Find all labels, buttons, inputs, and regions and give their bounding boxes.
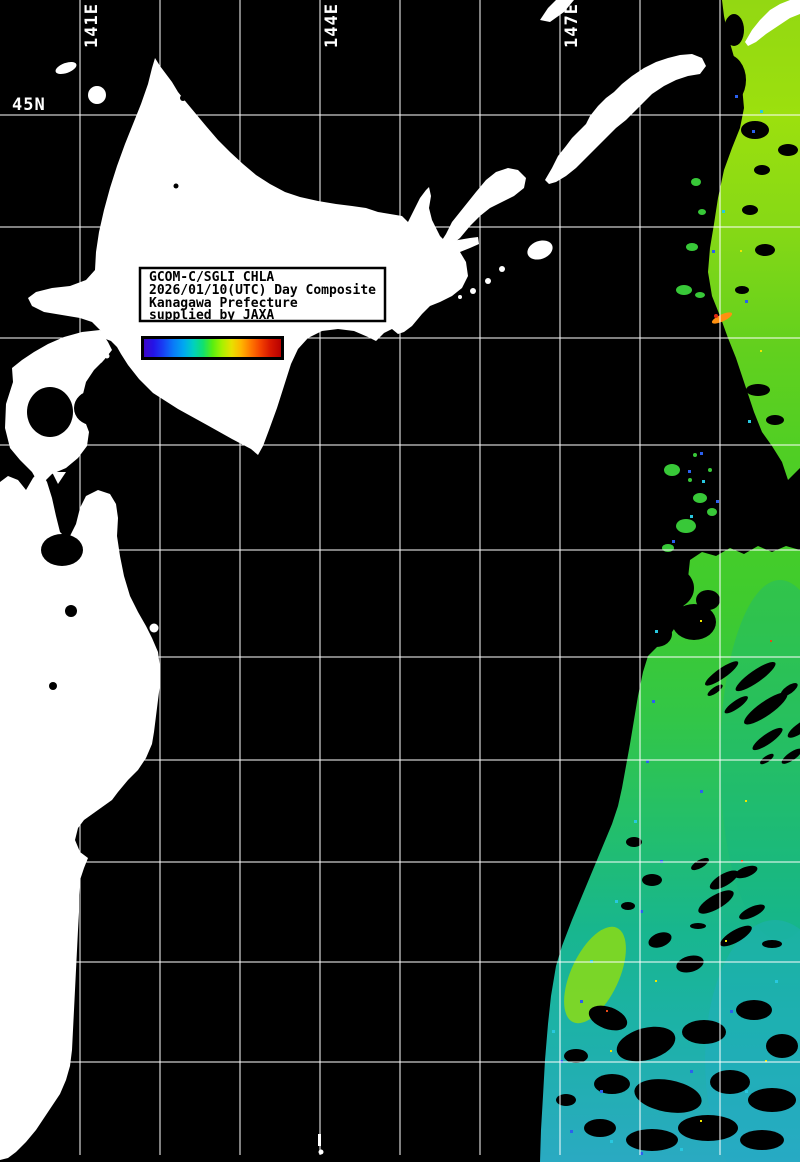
rebun-island (55, 61, 77, 75)
colorbar-gradient (144, 339, 281, 357)
etorofu-island (545, 54, 706, 184)
colorbar (141, 336, 284, 360)
uchiura-bay (27, 387, 73, 437)
mutsu-bay (41, 534, 83, 566)
longitude-label-147e: 147E (562, 3, 582, 48)
shikotan-island (527, 240, 553, 260)
coastal-islet (149, 623, 159, 633)
info-line-region: Kanagawa Prefecture (149, 296, 298, 311)
cloud-gaps (556, 14, 800, 1151)
info-line-product: GCOM-C/SGLI CHLA (149, 270, 274, 285)
info-line-date: 2026/01/10(UTC) Day Composite (149, 283, 376, 298)
kunashiri-island (437, 168, 526, 252)
lake-towada (65, 605, 77, 617)
longitude-label-141e: 141E (82, 3, 102, 48)
info-box: GCOM-C/SGLI CHLA 2026/01/10(UTC) Day Com… (138, 266, 387, 323)
rishiri-island (88, 86, 106, 104)
hokkaido-landmass (28, 58, 479, 455)
coordinate-labels: 45N 141E 144E 147E (12, 3, 582, 115)
longitude-label-144e: 144E (322, 3, 342, 48)
latitude-label-45n: 45N (12, 95, 46, 115)
honshu-landmass (0, 470, 160, 1160)
info-line-credit: supplied by JAXA (149, 308, 274, 323)
urup-island (745, 0, 800, 46)
bays-and-lakes (27, 95, 387, 690)
lake-tazawa (49, 682, 57, 690)
